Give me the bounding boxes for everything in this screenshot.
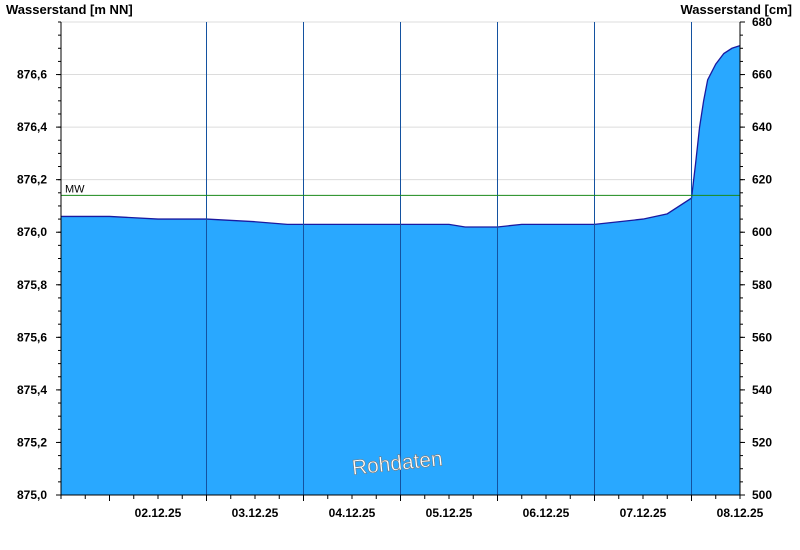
y-right-tick-label: 500: [752, 488, 772, 502]
y-left-tick-label: 876,4: [17, 120, 47, 134]
left-axis-title: Wasserstand [m NN]: [6, 2, 133, 17]
y-left-tick-label: 875,4: [17, 383, 47, 397]
mw-label: MW: [65, 183, 85, 195]
x-tick-label: 03.12.25: [232, 506, 279, 520]
y-right-tick-label: 580: [752, 278, 772, 292]
y-left-tick-label: 875,6: [17, 330, 47, 344]
x-tick-label: 08.12.25: [717, 506, 764, 520]
y-right-tick-label: 520: [752, 435, 772, 449]
y-right-tick-label: 600: [752, 225, 772, 239]
day-dividers: [206, 22, 692, 495]
y-left-tick-label: 876,6: [17, 68, 47, 82]
y-left-tick-label: 875,0: [17, 488, 47, 502]
x-tick-label: 06.12.25: [523, 506, 570, 520]
y-left-tick-label: 876,0: [17, 225, 47, 239]
y-left-tick-label: 875,2: [17, 435, 47, 449]
mean-water-level: MW: [61, 183, 740, 196]
y-right-tick-label: 660: [752, 68, 772, 82]
x-tick-label: 07.12.25: [620, 506, 667, 520]
tick-labels: 02.12.25 03.12.25 04.12.25 05.12.25 06.12.25…: [17, 15, 772, 520]
y-right-tick-label: 620: [752, 173, 772, 187]
series-line: [61, 45, 741, 228]
y-right-tick-label: 540: [752, 383, 772, 397]
x-tick-label: 05.12.25: [426, 506, 473, 520]
y-right-tick-label: 640: [752, 120, 772, 134]
right-axis-title: Wasserstand [cm]: [680, 2, 793, 17]
x-tick-label: 02.12.25: [135, 506, 182, 520]
y-right-tick-label: 680: [752, 15, 772, 29]
y-left-tick-label: 876,2: [17, 173, 47, 187]
y-right-tick-label: 560: [752, 330, 772, 344]
x-tick-label: 04.12.25: [329, 506, 376, 520]
y-left-tick-label: 875,8: [17, 278, 47, 292]
axes: [56, 21, 745, 501]
